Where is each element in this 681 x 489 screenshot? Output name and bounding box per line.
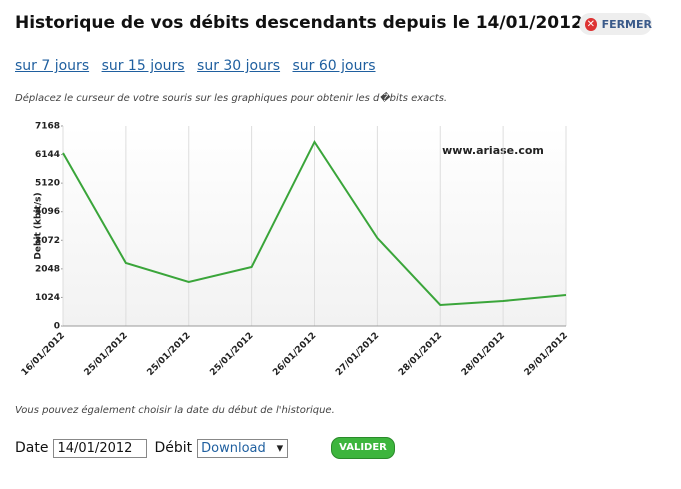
y-tick-label: 3072 <box>35 236 60 246</box>
y-axis-label: Debit (kbit/s) <box>34 192 44 259</box>
x-tick-label: 25/01/2012 <box>83 331 130 378</box>
x-tick-label: 26/01/2012 <box>271 331 318 378</box>
debit-label: Débit <box>154 440 193 456</box>
watermark: www.ariase.com <box>442 144 544 157</box>
instruction: Déplacez le curseur de votre souris sur … <box>15 93 448 104</box>
y-tick-label: 1024 <box>35 293 60 303</box>
x-tick-label: 16/01/2012 <box>20 331 67 378</box>
x-tick-label: 28/01/2012 <box>397 331 444 378</box>
y-tick-label: 6144 <box>35 150 60 160</box>
close-icon: ✕ <box>585 17 597 31</box>
close-button[interactable]: ✕ FERMER <box>579 13 652 35</box>
y-tick-label: 5120 <box>35 179 60 189</box>
y-tick-label: 7168 <box>35 122 60 132</box>
x-tick-label: 29/01/2012 <box>523 331 570 378</box>
date-input[interactable]: 14/01/2012 <box>53 438 148 458</box>
y-tick-label: 0 <box>54 322 60 332</box>
page-title: Historique de vos débits descendants dep… <box>15 13 583 33</box>
y-tick-label: 2048 <box>35 264 60 274</box>
date-form: Date 14/01/2012 Débit Download VALIDER <box>15 437 395 459</box>
x-tick-label: 28/01/2012 <box>460 331 507 378</box>
data-line <box>62 139 567 307</box>
period-link[interactable]: sur 30 jours <box>197 58 281 74</box>
footer-note: Vous pouvez également choisir la date du… <box>15 405 335 416</box>
x-tick-label: 27/01/2012 <box>334 331 381 378</box>
period-link[interactable]: sur 60 jours <box>292 58 376 74</box>
debit-select[interactable]: Download <box>197 438 289 458</box>
date-label: Date <box>15 440 49 456</box>
close-label: FERMER <box>601 17 652 31</box>
period-link[interactable]: sur 7 jours <box>15 58 90 74</box>
debit-value: Download <box>201 440 266 456</box>
y-tick-label: 4096 <box>35 207 60 217</box>
chart: Debit (kbit/s) www.ariase.com 0 1024 2048 3… <box>20 122 570 378</box>
period-links: sur 7 jours sur 15 jours sur 30 jours su… <box>15 58 384 74</box>
period-link[interactable]: sur 15 jours <box>101 58 185 74</box>
x-tick-label: 25/01/2012 <box>208 331 255 378</box>
x-tick-label: 25/01/2012 <box>145 331 192 378</box>
submit-button[interactable]: VALIDER <box>331 437 395 459</box>
